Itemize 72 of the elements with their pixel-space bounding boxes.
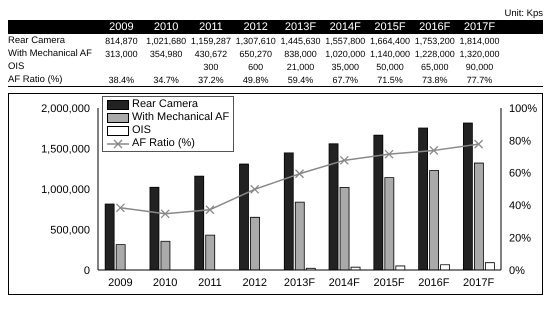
point [205,205,215,214]
data-label: 1,140,000 [368,48,412,60]
data-label: 67.7% [331,74,359,86]
y2-tick-label: 100% [509,102,538,115]
data-label: 814,870 [104,34,139,47]
data-label: 650,270 [238,48,273,60]
x-tick-label: 2015F [373,276,405,289]
point [294,169,304,178]
text: AF Ratio (%) [8,74,62,85]
data-label: 90,000 [464,60,494,73]
data-label: 73.8% [420,74,449,86]
data-label: 71.5% [376,74,404,86]
x-tick-label: 2014F [328,276,360,289]
data-label: 354,980 [148,48,184,60]
legend-label: With Mechanical AF [132,111,230,124]
y-tick-label: 500,000 [50,224,90,236]
x-tick-label: 2016F [418,276,450,289]
x-tick-label: 2012 [242,276,267,289]
data-label: 37.2% [197,74,225,86]
text: OIS [8,61,24,72]
data-label: 1,020,000 [324,48,366,60]
data-label: 600 [247,60,264,73]
x-tick-label: 2017F [463,276,494,289]
text: Rear Camera [8,35,66,46]
data-label: 1,814,000 [458,34,501,47]
data-label: 34.7% [152,74,180,86]
y-tick-label: 0 [84,264,90,277]
point [474,139,484,149]
legend-label: AF Ratio (%) [132,137,195,150]
x-tick-label: 2011 [198,276,222,289]
data-label: 1,664,400 [368,34,412,47]
data-label: 313,000 [104,48,139,60]
data-label: 35,000 [330,60,360,73]
data-label: 430,672 [194,48,228,60]
point [340,156,349,165]
legend-label: Rear Camera [132,98,198,111]
data-label: 1,320,000 [458,48,501,60]
point [429,146,438,156]
y-tick-label: 1,000,000 [41,184,90,196]
data-label: 1,557,800 [324,34,366,47]
y-tick-label: 2,000,000 [41,102,90,115]
y-tick-label: 1,500,000 [41,143,90,156]
x-tick-label: 2013F [284,276,316,289]
data-label: 300 [202,60,220,73]
point [116,203,126,212]
data-label: 1,021,680 [145,34,188,47]
data-label: 49.8% [242,74,270,86]
point [250,184,260,194]
data-label: 1,159,287 [190,34,232,47]
data-label: 1,753,200 [414,34,456,47]
data-label: 77.7% [466,74,494,86]
point [160,209,170,218]
data-label: 59.4% [286,74,314,86]
y2-tick-label: 0% [509,264,526,277]
x-tick-label: 2010 [152,276,178,289]
text: With Mechanical AF [8,48,92,59]
data-label: 38.4% [108,74,136,86]
y2-tick-label: 60% [509,168,532,180]
data-label: 21,000 [286,60,316,73]
data-label: 838,000 [283,48,318,60]
data-label: 65,000 [420,60,450,73]
data-label: 1,445,630 [279,34,322,47]
y2-tick-label: 80% [509,135,532,148]
data-label: 1,307,610 [234,34,277,47]
point [384,150,394,159]
text: Unit: Kps [504,8,543,19]
legend-label: OIS [132,124,151,137]
data-label: 1,228,000 [414,48,456,60]
data-label: 50,000 [375,60,405,73]
x-tick-label: 2009 [108,276,133,289]
y2-tick-label: 40% [509,200,532,212]
y2-tick-label: 20% [509,232,532,245]
